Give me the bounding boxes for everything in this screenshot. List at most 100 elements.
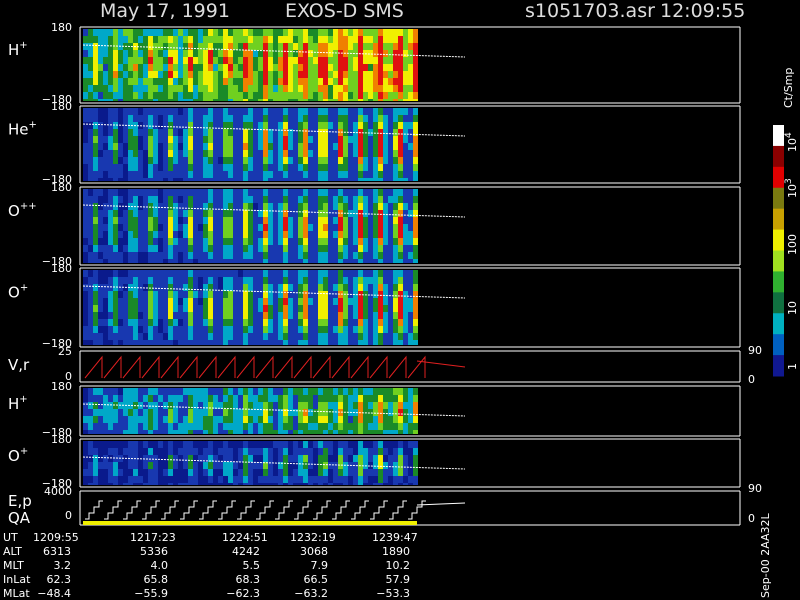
spectrogram-cell (223, 150, 228, 157)
spectrogram-cell (328, 340, 333, 345)
spectrogram-cell (378, 178, 383, 181)
spectrogram-cell (193, 210, 198, 217)
spectrogram-cell (228, 291, 233, 298)
spectrogram-cell (103, 388, 108, 395)
spectrogram-cell (283, 189, 288, 196)
spectrogram-cell (253, 284, 258, 291)
spectrogram-cell (243, 43, 248, 50)
spectrogram-cell (378, 448, 383, 455)
spectrogram-cell (193, 423, 198, 430)
spectrogram-cell (238, 122, 243, 129)
spectrogram-cell (113, 252, 118, 259)
spectrogram-cell (383, 43, 388, 50)
spectrogram-cell (258, 430, 263, 434)
spectrogram-cell (268, 409, 273, 416)
spectrogram-cell (223, 305, 228, 312)
spectrogram-cell (223, 448, 228, 455)
spectrogram-cell (213, 231, 218, 238)
spectrogram-cell (258, 291, 263, 298)
spectrogram-cell (173, 319, 178, 326)
spectrogram-cell (258, 164, 263, 171)
spectrogram-cell (293, 455, 298, 462)
spectrogram-cell (163, 64, 168, 71)
spectrogram-cell (383, 270, 388, 277)
spectrogram-cell (118, 171, 123, 178)
spectrogram-cell (333, 319, 338, 326)
spectrogram-cell (363, 224, 368, 231)
spectrogram-cell (93, 402, 98, 409)
spectrogram-cell (273, 203, 278, 210)
spectrogram-cell (83, 469, 88, 476)
spectrogram-cell (348, 326, 353, 333)
spectrogram-cell (108, 326, 113, 333)
right-tick: 90 (748, 344, 762, 357)
spectrogram-cell (198, 136, 203, 143)
spectrogram-cell (178, 189, 183, 196)
spectrogram-cell (218, 57, 223, 64)
spectrogram-cell (303, 50, 308, 57)
spectrogram-cell (93, 238, 98, 245)
spectrogram-cell (413, 291, 418, 298)
spectrogram-cell (268, 29, 273, 36)
spectrogram-cell (188, 238, 193, 245)
spectrogram-cell (303, 469, 308, 476)
spectrogram-cell (328, 430, 333, 434)
spectrogram-cell (278, 71, 283, 78)
spectrogram-cell (213, 409, 218, 416)
spectrogram-cell (288, 340, 293, 345)
spectrogram-cell (213, 115, 218, 122)
spectrogram-cell (83, 423, 88, 430)
spectrogram-cell (168, 189, 173, 196)
spectrogram-cell (108, 291, 113, 298)
spectrogram-cell (318, 164, 323, 171)
spectrogram-cell (373, 291, 378, 298)
spectrogram-cell (158, 388, 163, 395)
spectrogram-cell (253, 99, 258, 101)
spectrogram-cell (188, 252, 193, 259)
spectrogram-cell (288, 476, 293, 483)
spectrogram-cell (328, 64, 333, 71)
spectrogram-cell (383, 409, 388, 416)
spectrogram-cell (233, 85, 238, 92)
spectrogram-cell (408, 423, 413, 430)
spectrogram-cell (188, 171, 193, 178)
spectrogram-cell (208, 409, 213, 416)
spectrogram-cell (278, 210, 283, 217)
spectrogram-cell (198, 423, 203, 430)
spectrogram-cell (113, 164, 118, 171)
spectrogram-cell (133, 196, 138, 203)
spectrogram-cell (263, 402, 268, 409)
spectrogram-cell (268, 217, 273, 224)
spectrogram-cell (348, 157, 353, 164)
spectrogram-cell (118, 57, 123, 64)
spectrogram-cell (193, 43, 198, 50)
spectrogram-cell (103, 252, 108, 259)
spectrogram-cell (233, 99, 238, 101)
spectrogram-cell (138, 416, 143, 423)
spectrogram-cell (223, 423, 228, 430)
spectrogram-cell (238, 136, 243, 143)
spectrogram-cell (218, 210, 223, 217)
spectrogram-cell (363, 252, 368, 259)
spectrogram-cell (323, 423, 328, 430)
spectrogram-cell (343, 333, 348, 340)
spectrogram-cell (118, 333, 123, 340)
spectrogram-cell (183, 210, 188, 217)
spectrogram-cell (233, 231, 238, 238)
spectrogram-cell (213, 252, 218, 259)
spectrogram-cell (128, 448, 133, 455)
spectrogram-cell (293, 259, 298, 263)
spectrogram-cell (358, 157, 363, 164)
spectrogram-cell (143, 203, 148, 210)
y-max: 180 (51, 262, 72, 275)
spectrogram-cell (223, 395, 228, 402)
spectrogram-cell (383, 430, 388, 434)
spectrogram-cell (388, 210, 393, 217)
spectrogram-cell (238, 171, 243, 178)
spectrogram-cell (363, 326, 368, 333)
spectrogram-cell (298, 238, 303, 245)
spectrogram-cell (88, 92, 93, 99)
spectrogram-cell (113, 238, 118, 245)
spectrogram-cell (163, 85, 168, 92)
spectrogram-cell (298, 171, 303, 178)
